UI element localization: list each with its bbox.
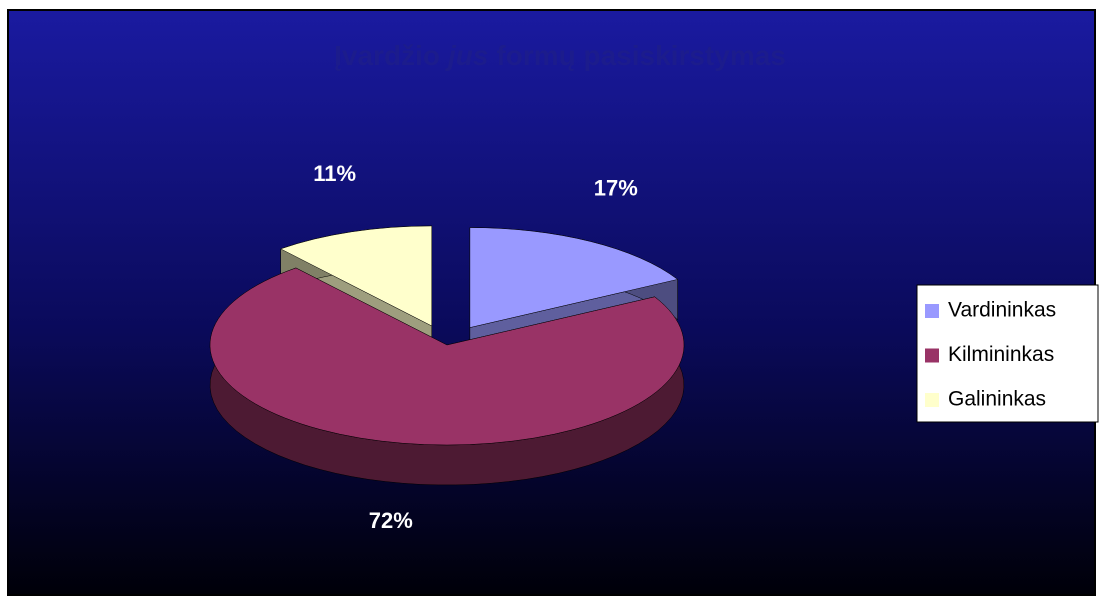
- title-part: jus: [444, 40, 488, 71]
- legend-label: Vardininkas: [948, 299, 1056, 322]
- legend-label: Kilmininkas: [948, 343, 1054, 366]
- legend-swatch: [925, 304, 939, 318]
- pie: [209, 225, 685, 486]
- data-label: 11%: [313, 161, 356, 186]
- pie-slice: [280, 225, 433, 327]
- legend-swatch: [925, 393, 939, 407]
- title-part: formų pasiskirstymas: [496, 40, 785, 71]
- data-label: 72%: [369, 508, 413, 533]
- pie-slice: [469, 227, 679, 328]
- legend-label: Galininkas: [948, 388, 1046, 411]
- data-label: 17%: [594, 176, 638, 201]
- legend-swatch: [925, 348, 939, 363]
- slice: [209, 267, 685, 486]
- chart-title: Įvardžio jus formų pasiskirstymas: [334, 40, 786, 71]
- pie-slice: [209, 267, 685, 446]
- title-part: Įvardžio: [334, 40, 440, 71]
- legend: [916, 284, 1099, 423]
